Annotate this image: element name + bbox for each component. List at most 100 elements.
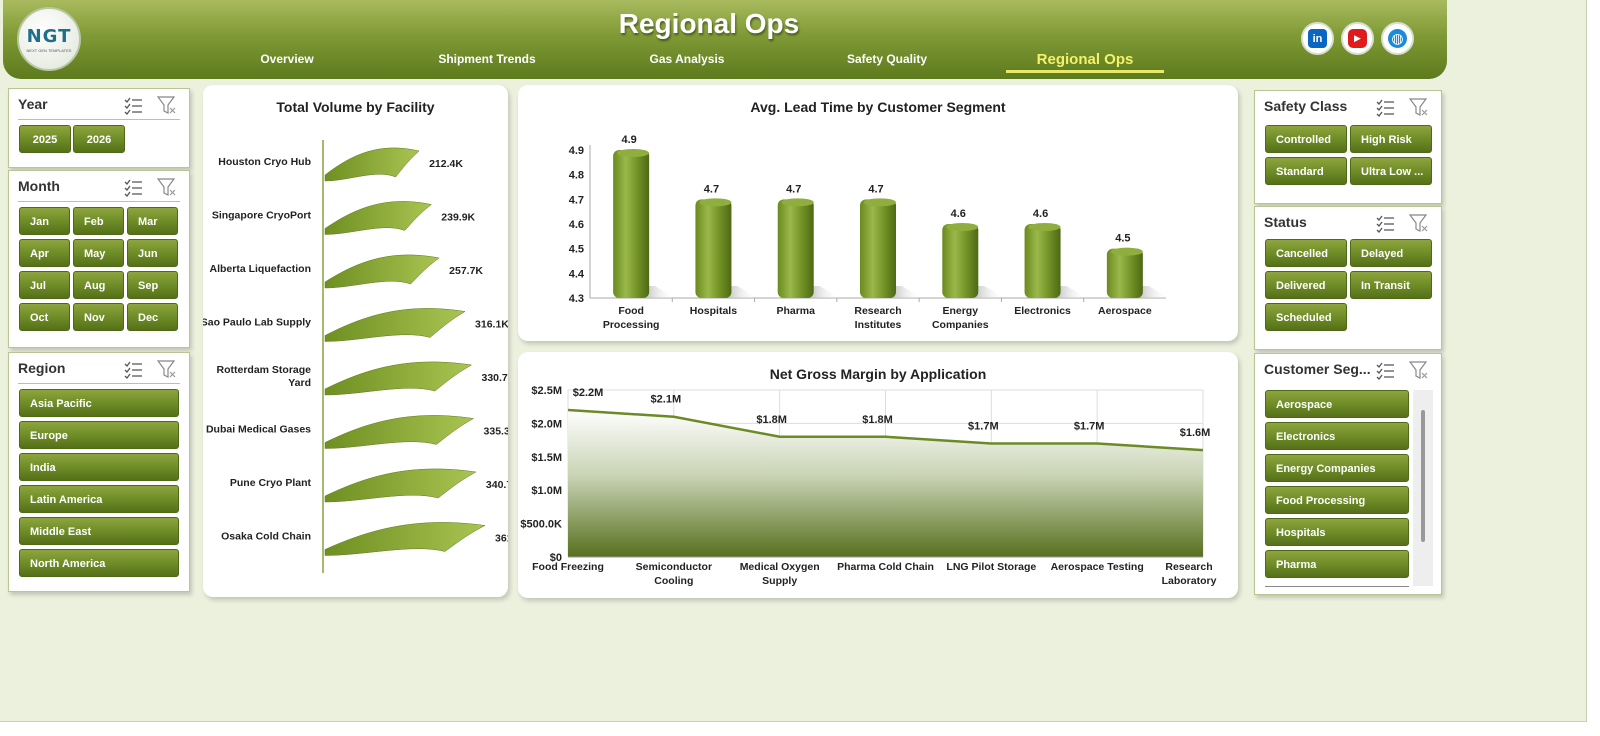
month-feb-button[interactable]: Feb (73, 207, 124, 235)
chart-title: Net Gross Margin by Application (769, 366, 987, 382)
bar-cap (699, 198, 732, 207)
clear-filter-icon[interactable] (157, 359, 177, 379)
multi-select-icon[interactable] (1375, 213, 1395, 233)
tab-regional-ops[interactable]: Regional Ops (1006, 51, 1164, 73)
multi-select-icon[interactable] (123, 177, 143, 197)
slicer-title: Year (18, 96, 48, 112)
segment-electronics-button[interactable]: Electronics (1265, 422, 1409, 450)
month-sep-button[interactable]: Sep (127, 271, 178, 299)
bar-osaka-cold-chain (324, 522, 486, 556)
status-cancelled-button[interactable]: Cancelled (1265, 239, 1347, 267)
month-mar-button[interactable]: Mar (127, 207, 178, 235)
scrollbar-track[interactable] (1413, 390, 1433, 586)
slicer-title: Region (18, 360, 66, 376)
region-latin-america-button[interactable]: Latin America (19, 485, 179, 513)
bar-cap (617, 149, 650, 157)
month-nov-button[interactable]: Nov (73, 303, 124, 331)
clear-filter-icon[interactable] (1409, 97, 1429, 117)
bar-shadow (1138, 286, 1169, 298)
scrollbar-thumb[interactable] (1421, 410, 1425, 542)
chart-card-net-gross-margin: Net Gross Margin by Application $0 $500.0… (518, 352, 1238, 598)
month-jun-button[interactable]: Jun (127, 239, 178, 267)
bar-shadow (1056, 286, 1087, 298)
segment-food-processing-button[interactable]: Food Processing (1265, 486, 1409, 514)
status-delivered-button[interactable]: Delivered (1265, 271, 1347, 299)
linkedin-icon[interactable]: in (1301, 22, 1334, 55)
safety-class-controlled-button[interactable]: Controlled (1265, 125, 1347, 153)
category-label: Research (854, 305, 901, 317)
region-europe-button[interactable]: Europe (19, 421, 179, 449)
tab-gas-analysis[interactable]: Gas Analysis (649, 52, 725, 66)
segment-hospitals-button[interactable]: Hospitals (1265, 518, 1409, 546)
category-label: Osaka Cold Chain (221, 531, 311, 543)
category-label: Dubai Medical Gases (206, 424, 311, 436)
net-gross-margin-chart: $0 $500.0K $1.0M $1.5M $2.0M $2.5M $2.2M Food F… (520, 385, 1216, 587)
y-tick-label: 4.7 (569, 194, 584, 206)
slicer-title: Safety Class (1264, 98, 1348, 114)
region-india-button[interactable]: India (19, 453, 179, 481)
segment-energy-companies-button[interactable]: Energy Companies (1265, 454, 1409, 482)
y-tick-label: 4.6 (569, 219, 584, 231)
category-label: Pharma (776, 305, 815, 317)
month-jul-button[interactable]: Jul (19, 271, 70, 299)
status-delayed-button[interactable]: Delayed (1350, 239, 1432, 267)
month-apr-button[interactable]: Apr (19, 239, 70, 267)
header-banner: NGT NEXT GEN TEMPLATES Regional Ops Over… (3, 0, 1447, 79)
bar-shadow (809, 286, 840, 298)
month-may-button[interactable]: May (73, 239, 124, 267)
category-label: Aerospace (1098, 305, 1152, 317)
month-oct-button[interactable]: Oct (19, 303, 70, 331)
slicer-title: Status (1264, 214, 1307, 230)
status-in-transit-button[interactable]: In Transit (1350, 271, 1432, 299)
category-label: Supply (762, 575, 797, 587)
year-2025-button[interactable]: 2025 (19, 125, 71, 153)
region-north-america-button[interactable]: North America (19, 549, 179, 577)
tab-overview[interactable]: Overview (260, 52, 314, 66)
category-label: LNG Pilot Storage (946, 561, 1036, 573)
month-aug-button[interactable]: Aug (73, 271, 124, 299)
clear-filter-icon[interactable] (1409, 213, 1429, 233)
data-label: 4.6 (1033, 208, 1048, 220)
data-label: $2.1M (651, 394, 682, 406)
status-scheduled-button[interactable]: Scheduled (1265, 303, 1347, 331)
slicer-year: Year 2025 2026 (8, 88, 190, 168)
bar-shadow (727, 286, 758, 298)
category-label: Companies (932, 319, 989, 331)
safety-class-ultra-low-button[interactable]: Ultra Low ... (1350, 157, 1432, 185)
region-asia-pacific-button[interactable]: Asia Pacific (19, 389, 179, 417)
category-label: Rotterdam Storage (216, 364, 311, 376)
tab-safety-quality[interactable]: Safety Quality (846, 52, 928, 66)
month-jan-button[interactable]: Jan (19, 207, 70, 235)
bar-shadow (892, 286, 922, 298)
data-label: $1.7M (968, 420, 999, 432)
data-label: 316.1K (475, 319, 508, 331)
safety-class-standard-button[interactable]: Standard (1265, 157, 1347, 185)
month-dec-button[interactable]: Dec (127, 303, 178, 331)
youtube-icon[interactable]: ▶ (1341, 22, 1374, 55)
bar-food-processing (613, 150, 650, 298)
year-2026-button[interactable]: 2026 (73, 125, 125, 153)
clear-filter-icon[interactable] (157, 95, 177, 115)
multi-select-icon[interactable] (1375, 360, 1395, 380)
logo-text: NGT (26, 25, 72, 47)
data-label: 4.7 (868, 183, 883, 195)
multi-select-icon[interactable] (123, 359, 143, 379)
segment-pharma-button[interactable]: Pharma (1265, 550, 1409, 578)
segment-aerospace-button[interactable]: Aerospace (1265, 390, 1409, 418)
clear-filter-icon[interactable] (157, 177, 177, 197)
category-label: Aerospace Testing (1051, 561, 1144, 573)
bar-rotterdam-storage-yard (324, 361, 473, 396)
website-icon[interactable]: ◍ (1381, 22, 1414, 55)
divider (18, 201, 180, 202)
slicer-status: Status Cancelled Delayed Delivered In Trans… (1254, 206, 1442, 350)
bar-alberta-liquefaction (324, 254, 440, 289)
region-middle-east-button[interactable]: Middle East (19, 517, 179, 545)
tab-shipment-trends[interactable]: Shipment Trends (438, 52, 536, 66)
divider (18, 383, 180, 384)
multi-select-icon[interactable] (1375, 97, 1395, 117)
slicer-title: Month (18, 178, 60, 194)
category-label: Institutes (855, 319, 902, 331)
multi-select-icon[interactable] (123, 95, 143, 115)
safety-class-high-risk-button[interactable]: High Risk (1350, 125, 1432, 153)
clear-filter-icon[interactable] (1409, 360, 1429, 380)
